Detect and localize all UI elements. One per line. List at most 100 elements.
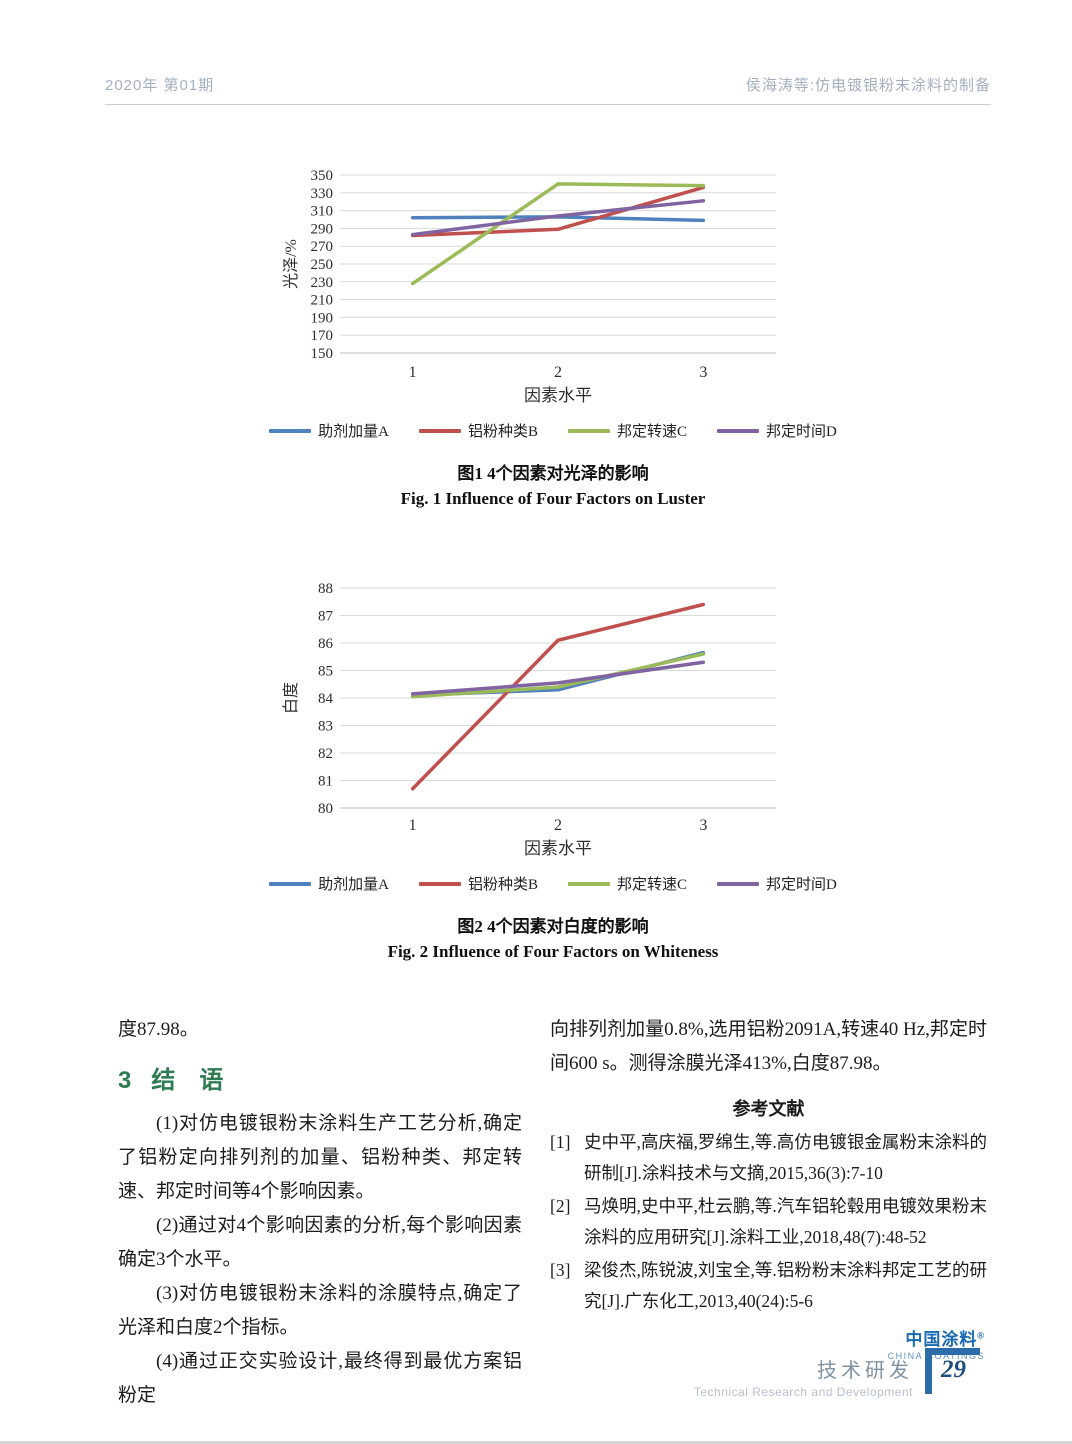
svg-text:83: 83 [318,719,333,735]
legend-item: 铝粉种类B [418,873,538,894]
section-heading: 3 结 语 [118,1066,522,1096]
paragraph: (4)通过正交实验设计,最终得到最优方案铝粉定 [118,1351,522,1406]
paragraph: (2)通过对4个影响因素的分析,每个影响因素确定3个水平。 [118,1215,522,1270]
svg-text:81: 81 [318,774,333,790]
continued-text: 度87.98。 [118,1019,199,1040]
header-issue: 2020年 第01期 [105,77,215,94]
right-column: 向排列剂加量0.8%,选用铝粉2091A,转速40 Hz,邦定时间600 s。测… [550,1013,987,1362]
logo-text-en: CHINA COATINGS [887,1350,985,1361]
legend-line-swatch [269,428,312,433]
figure-1-caption-en: Fig. 1 Influence of Four Factors on Lust… [400,489,706,508]
svg-text:250: 250 [311,257,334,273]
reference-list: [1] 史中平,高庆福,罗绵生,等.高仿电镀银金属粉末涂料的研制[J].涂料技术与… [550,1127,987,1317]
legend-line-swatch [418,881,461,886]
legend-line-swatch [418,428,461,433]
svg-text:86: 86 [318,636,334,652]
page-header: 2020年 第01期 侯海涛等:仿电镀银粉末涂料的制备 [105,74,991,105]
figure-2-block: 88 87 86 85 84 83 82 81 80 1 2 3 因素水平 白度 助剂加量A 铝粉种类B 邦定… [269,576,837,962]
reference-item: [2] 马焕明,史中平,杜云鹏,等.汽车铝轮毂用电镀效果粉末涂料的应用研究[J].… [550,1191,987,1253]
svg-text:84: 84 [318,691,334,707]
svg-text:2: 2 [554,364,562,381]
legend-line-swatch [568,881,610,886]
logo-text-zh: 中国涂料® [905,1330,985,1349]
continuation-paragraph: 向排列剂加量0.8%,选用铝粉2091A,转速40 Hz,邦定时间600 s。测… [550,1019,987,1074]
section-number: 3 [118,1067,132,1094]
footer-section-name: 技术研发 Technical Research and Development [694,1360,913,1399]
svg-text:87: 87 [318,609,334,625]
legend-label: 助剂加量A [318,424,389,440]
legend-label: 铝粉种类B [467,877,538,893]
legend-label: 助剂加量A [318,877,389,893]
svg-text:因素水平: 因素水平 [524,839,592,858]
reference-text: 史中平,高庆福,罗绵生,等.高仿电镀银金属粉末涂料的研制[J].涂料技术与文摘,… [584,1132,987,1183]
svg-text:88: 88 [318,581,333,597]
svg-text:290: 290 [311,221,334,237]
header-running-title: 侯海涛等:仿电镀银粉末涂料的制备 [745,77,991,94]
svg-text:白度: 白度 [282,682,300,714]
footer-section-en: Technical Research and Development [693,1385,913,1399]
references-heading: 参考文献 [732,1099,805,1119]
page-number-box: 29 [925,1348,980,1394]
figure-1-caption-zh: 图1 4个因素对光泽的影响 [457,464,649,483]
legend-line-swatch [717,881,760,886]
svg-text:光泽/%: 光泽/% [282,239,300,289]
legend-label: 邦定时间D [766,424,837,440]
legend-line-swatch [568,428,610,433]
svg-text:1: 1 [409,817,417,834]
svg-text:80: 80 [318,801,333,817]
legend-item: 邦定时间D [717,873,837,894]
reference-number: [1] [550,1132,571,1152]
legend-label: 铝粉种类B [467,424,538,440]
svg-text:330: 330 [311,186,334,202]
page-bottom-edge [0,1441,1072,1444]
reference-number: [2] [550,1196,571,1216]
registered-mark-icon: ® [977,1330,985,1341]
svg-text:1: 1 [409,364,417,381]
figure-2-caption-en: Fig. 2 Influence of Four Factors on Whit… [387,942,719,961]
svg-text:因素水平: 因素水平 [524,386,592,405]
legend-line-swatch [269,881,312,886]
svg-text:2: 2 [554,817,562,834]
reference-number: [3] [550,1260,571,1280]
reference-item: [1] 史中平,高庆福,罗绵生,等.高仿电镀银金属粉末涂料的研制[J].涂料技术与… [550,1127,987,1189]
svg-text:190: 190 [311,310,334,326]
svg-text:310: 310 [311,204,334,220]
whiteness-chart-legend: 助剂加量A 铝粉种类B 邦定转速C 邦定时间D [269,873,837,894]
legend-item: 铝粉种类B [418,420,538,441]
section-title: 结 语 [151,1067,224,1094]
series-line [410,652,706,699]
legend-line-swatch [717,428,760,433]
reference-text: 马焕明,史中平,杜云鹏,等.汽车铝轮毂用电镀效果粉末涂料的应用研究[J].涂料工… [584,1196,987,1247]
legend-item: 助剂加量A [269,420,389,441]
svg-text:350: 350 [311,168,334,184]
page-footer: 技术研发 Technical Research and Development … [640,1348,980,1399]
chart-canvas: 88 87 86 85 84 83 82 81 80 1 2 3 因素水平 白度 [282,581,776,858]
figure-2-caption-zh: 图2 4个因素对白度的影响 [457,917,649,936]
svg-text:210: 210 [311,293,334,309]
svg-text:82: 82 [318,746,333,762]
whiteness-line-chart: 88 87 86 85 84 83 82 81 80 1 2 3 因素水平 白度 [280,576,790,867]
paragraph: (3)对仿电镀银粉末涂料的涂膜特点,确定了光泽和白度2个指标。 [118,1283,522,1338]
legend-label: 邦定时间D [766,877,837,893]
footer-section-zh: 技术研发 [817,1360,913,1382]
page-number: 29 [941,1356,966,1383]
legend-item: 邦定转速C [568,873,687,894]
figure-1-block: 350 330 310 290 270 250 230 210 190 170 150 1 2 3 因素水平… [269,163,837,509]
series-line [410,185,706,238]
legend-item: 助剂加量A [269,873,389,894]
legend-label: 邦定转速C [617,877,688,893]
series-line [410,182,706,286]
series-line [410,199,706,237]
luster-chart-legend: 助剂加量A 铝粉种类B 邦定转速C 邦定时间D [269,420,837,441]
series-line [410,602,706,791]
svg-text:270: 270 [311,239,334,255]
svg-text:230: 230 [311,275,334,291]
svg-text:3: 3 [699,364,707,381]
luster-line-chart: 350 330 310 290 270 250 230 210 190 170 150 1 2 3 因素水平… [280,163,790,414]
left-column: 度87.98。 3 结 语 (1)对仿电镀银粉末涂料生产工艺分析,确定了铝粉定向排… [118,1013,522,1413]
paragraph: (1)对仿电镀银粉末涂料生产工艺分析,确定了铝粉定向排列剂的加量、铝粉种类、邦定… [118,1113,522,1202]
legend-label: 邦定转速C [617,424,688,440]
svg-text:170: 170 [311,328,334,344]
